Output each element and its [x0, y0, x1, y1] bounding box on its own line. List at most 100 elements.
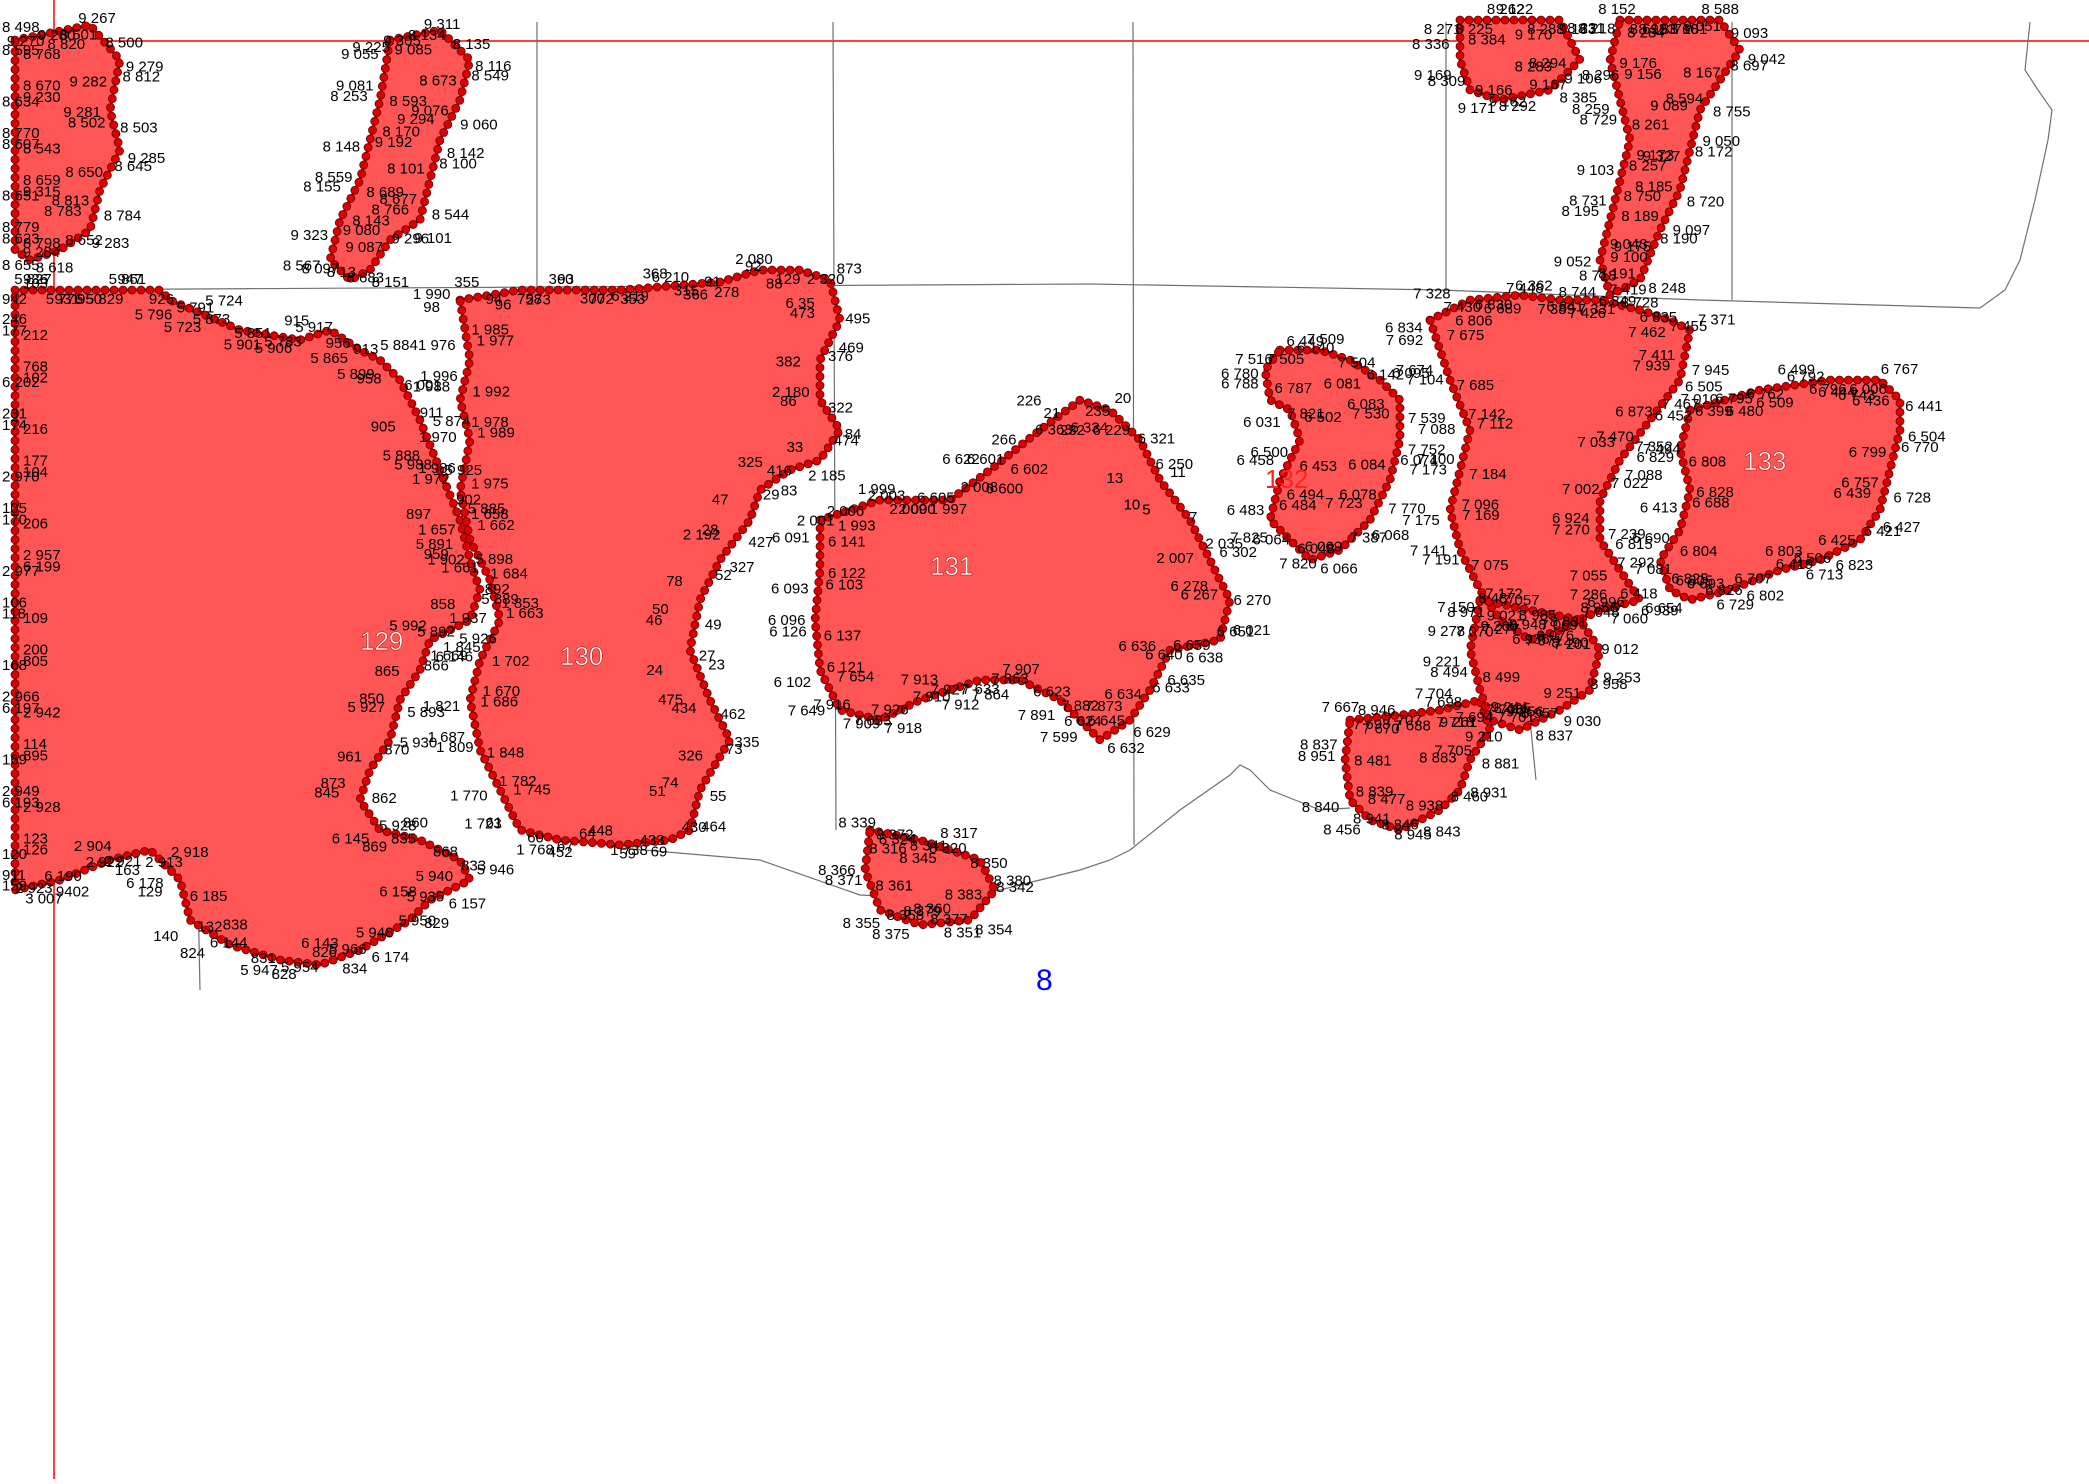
vertex-label: 870 — [384, 742, 409, 759]
vertex-point — [1608, 203, 1618, 213]
vertex-label: 6 250 — [1156, 456, 1194, 473]
vertex-label: 6 158 — [379, 884, 417, 901]
vertex-label: 120 — [2, 846, 27, 863]
vertex-point — [1621, 150, 1631, 160]
vertex-point — [1530, 718, 1540, 727]
vertex-point — [741, 269, 751, 279]
vertex-point — [369, 937, 379, 946]
vertex-point — [386, 235, 396, 244]
vertex-point — [810, 613, 820, 623]
vertex-label: 911 — [2, 867, 26, 884]
vertex-label: 5 829 — [86, 291, 124, 308]
vertex-point — [1474, 294, 1484, 304]
vertex-point — [1457, 299, 1467, 309]
vertex-point — [1334, 546, 1343, 555]
vertex-label: 828 — [272, 966, 297, 983]
vertex-point — [820, 675, 830, 684]
vertex-point — [435, 465, 445, 475]
vertex-point — [921, 693, 931, 703]
vertex-label: 7 033 — [1577, 434, 1615, 451]
vertex-label: 9 221 — [1423, 654, 1461, 671]
vertex-label: 1 853 — [501, 595, 539, 612]
vertex-point — [1347, 534, 1356, 543]
vertex-label: 9 270 — [7, 33, 45, 50]
vertex-point — [1500, 15, 1510, 25]
vertex-point — [828, 287, 838, 297]
vertex-point — [1731, 583, 1741, 593]
vertex-point — [1609, 556, 1619, 565]
vertex-point — [1656, 223, 1666, 233]
vertex-label: 7 864 — [972, 686, 1010, 703]
vertex-label: 7 430 — [1444, 299, 1482, 316]
vertex-point — [1395, 421, 1405, 431]
vertex-point — [275, 955, 285, 965]
vertex-label: 8 116 — [475, 58, 511, 75]
vertex-point — [1225, 598, 1234, 607]
vertex-point — [179, 890, 189, 899]
vertex-point — [1563, 613, 1573, 623]
vertex-point — [1674, 527, 1684, 537]
vertex-point — [710, 760, 720, 770]
vertex-point — [616, 285, 626, 295]
vertex-point — [1571, 46, 1581, 56]
vertex-label: 7 633 — [962, 681, 1000, 698]
vertex-point — [96, 859, 106, 868]
vertex-point — [1401, 822, 1411, 832]
vertex-label: 6 502 — [1304, 409, 1342, 426]
vertex-point — [1425, 316, 1435, 325]
vertex-label: 5 783 — [264, 334, 302, 351]
vertex-point — [428, 448, 438, 458]
vertex-point — [477, 559, 487, 568]
vertex-label: 7 704 — [1415, 685, 1453, 702]
vertex-points — [10, 15, 1905, 969]
vertex-point — [494, 618, 504, 628]
vertex-point — [1895, 416, 1905, 426]
vertex-label: 86 — [780, 393, 797, 410]
vertex-label: 7 706 — [1486, 702, 1524, 719]
vertex-label: 7 891 — [1018, 707, 1056, 724]
vertex-label: 9 256 — [1506, 704, 1544, 721]
parcel-label-133[interactable]: 133 — [1743, 446, 1787, 477]
parcel-layer[interactable] — [13, 18, 1902, 967]
vertex-label: 1 902 — [427, 552, 465, 569]
vertex-label: 5 723 — [164, 319, 202, 336]
vertex-point — [374, 824, 384, 833]
vertex-point — [46, 285, 56, 295]
vertex-label: 8 779 — [2, 219, 40, 236]
vertex-point — [99, 178, 108, 188]
vertex-point — [10, 823, 20, 832]
vertex-label: 6 001 — [404, 377, 442, 394]
vertex-label: 6 638 — [1186, 650, 1224, 667]
parcel-label-131[interactable]: 131 — [930, 551, 974, 582]
vertex-point — [1705, 590, 1715, 600]
parcel-label-132[interactable]: 132 — [1265, 464, 1308, 494]
vertex-point — [588, 838, 597, 848]
parcel-label-129[interactable]: 129 — [360, 626, 404, 657]
vertex-point — [1679, 592, 1689, 602]
vertex-label: 5 926 — [459, 630, 497, 647]
vertex-label: 8 296 — [1582, 67, 1620, 84]
vertex-point — [936, 918, 946, 928]
vertex-label: 1 745 — [513, 781, 551, 798]
vertex-point — [1483, 293, 1493, 303]
vertex-point — [815, 541, 825, 551]
vertex-point — [337, 333, 347, 343]
vertex-point — [1537, 608, 1547, 617]
vertex-point — [697, 278, 707, 288]
vertex-point — [815, 372, 825, 381]
vertex-label: 6 605 — [917, 490, 955, 507]
vertex-label: 5 928 — [379, 818, 417, 835]
vertex-point — [455, 393, 465, 403]
vertex-point — [1466, 650, 1476, 659]
vertex-label: 8 812 — [123, 69, 161, 86]
vertex-point — [385, 927, 394, 937]
vertex-point — [696, 672, 705, 681]
parcel-label-130[interactable]: 130 — [560, 641, 604, 672]
vertex-label: 7 172 — [1485, 585, 1523, 602]
vertex-point — [1635, 305, 1644, 315]
vertex-point — [997, 456, 1006, 466]
vertex-label: 7 505 — [1267, 351, 1305, 368]
vertex-label: 7 328 — [1413, 285, 1451, 302]
